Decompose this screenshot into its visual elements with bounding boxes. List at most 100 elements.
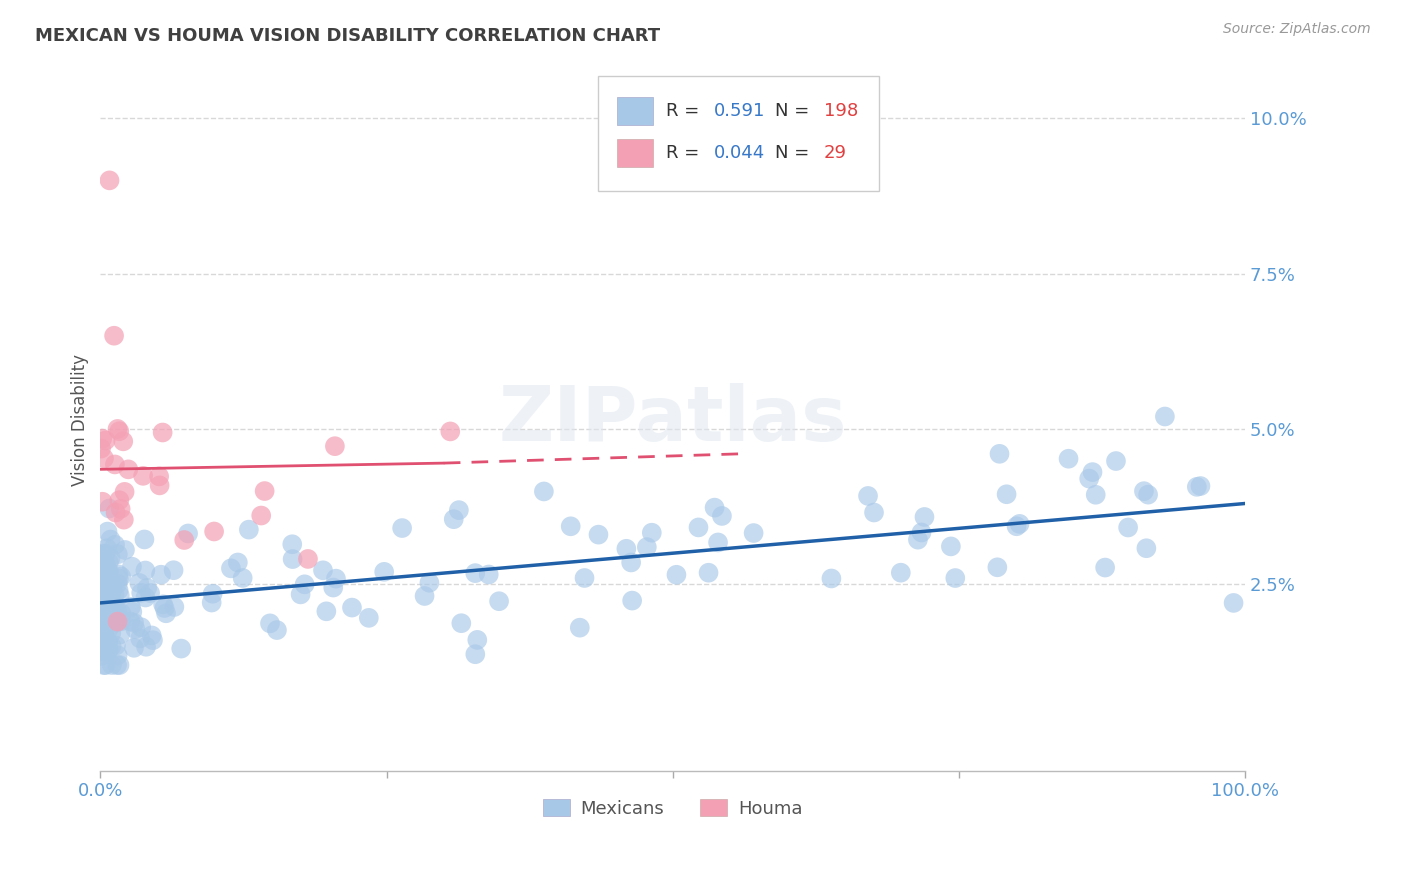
Point [98, 566, 121, 580]
Point [939, 540, 962, 554]
Point [90, 548, 112, 562]
Text: N =: N = [775, 102, 814, 120]
Point [105, 603, 128, 617]
Point [94, 434, 117, 448]
Point [97, 577, 120, 591]
Point [107, 648, 129, 663]
Point [139, 586, 162, 600]
Point [100, 589, 122, 603]
Point [91, 494, 114, 508]
Point [96, 541, 118, 556]
Point [90, 552, 112, 566]
Point [742, 526, 765, 541]
Point [1222, 596, 1244, 610]
Point [107, 583, 129, 598]
Point [391, 521, 413, 535]
Point [91, 556, 114, 570]
Text: Source: ZipAtlas.com: Source: ZipAtlas.com [1223, 22, 1371, 37]
FancyBboxPatch shape [617, 139, 654, 167]
Point [1189, 479, 1212, 493]
Point [122, 615, 145, 630]
Point [91, 576, 114, 591]
Point [890, 566, 912, 580]
Point [259, 616, 281, 631]
Point [93, 633, 115, 648]
Point [641, 525, 664, 540]
Point [96, 524, 118, 539]
Point [149, 478, 172, 492]
Point [134, 591, 156, 605]
Text: 0.591: 0.591 [714, 102, 765, 120]
Point [177, 526, 200, 541]
Point [110, 615, 132, 629]
Point [856, 489, 879, 503]
Point [93, 451, 115, 466]
Text: 29: 29 [824, 144, 846, 161]
Point [568, 621, 591, 635]
Point [100, 626, 122, 640]
Point [89, 600, 111, 615]
Point [107, 547, 129, 561]
Point [101, 579, 124, 593]
Point [136, 581, 159, 595]
Point [94, 546, 117, 560]
Point [820, 572, 842, 586]
Point [100, 533, 122, 547]
Point [98, 501, 121, 516]
Point [373, 565, 395, 579]
Point [323, 439, 346, 453]
Point [488, 594, 510, 608]
Point [1185, 480, 1208, 494]
Point [97, 555, 120, 569]
Point [89, 562, 111, 576]
Point [103, 328, 125, 343]
Point [96, 560, 118, 574]
Point [107, 567, 129, 582]
Point [96, 565, 118, 579]
Point [114, 484, 136, 499]
Point [232, 571, 254, 585]
Point [357, 611, 380, 625]
Point [418, 575, 440, 590]
Y-axis label: Vision Disability: Vision Disability [72, 353, 89, 485]
Text: 198: 198 [824, 102, 858, 120]
Point [863, 506, 886, 520]
Point [108, 658, 131, 673]
Point [93, 628, 115, 642]
Point [96, 586, 118, 600]
Point [110, 606, 132, 620]
Point [100, 601, 122, 615]
Point [91, 432, 114, 446]
Point [96, 600, 118, 615]
Point [121, 559, 143, 574]
Point [443, 512, 465, 526]
Point [533, 484, 555, 499]
Point [1137, 488, 1160, 502]
Point [155, 607, 177, 621]
Point [128, 576, 150, 591]
Point [1133, 484, 1156, 499]
Point [90, 592, 112, 607]
Point [202, 524, 225, 539]
Point [1084, 488, 1107, 502]
Point [226, 556, 249, 570]
Point [621, 593, 644, 607]
Point [152, 597, 174, 611]
Point [1008, 516, 1031, 531]
Point [93, 658, 115, 673]
Point [93, 608, 115, 623]
Point [914, 510, 936, 524]
Point [90, 558, 112, 572]
Point [150, 567, 173, 582]
Point [90, 628, 112, 642]
Point [107, 576, 129, 591]
Point [93, 585, 115, 599]
Point [112, 434, 135, 449]
Point [907, 533, 929, 547]
Point [170, 641, 193, 656]
Point [201, 596, 224, 610]
Point [104, 639, 127, 653]
Point [100, 583, 122, 598]
Point [707, 535, 730, 549]
Point [173, 533, 195, 547]
